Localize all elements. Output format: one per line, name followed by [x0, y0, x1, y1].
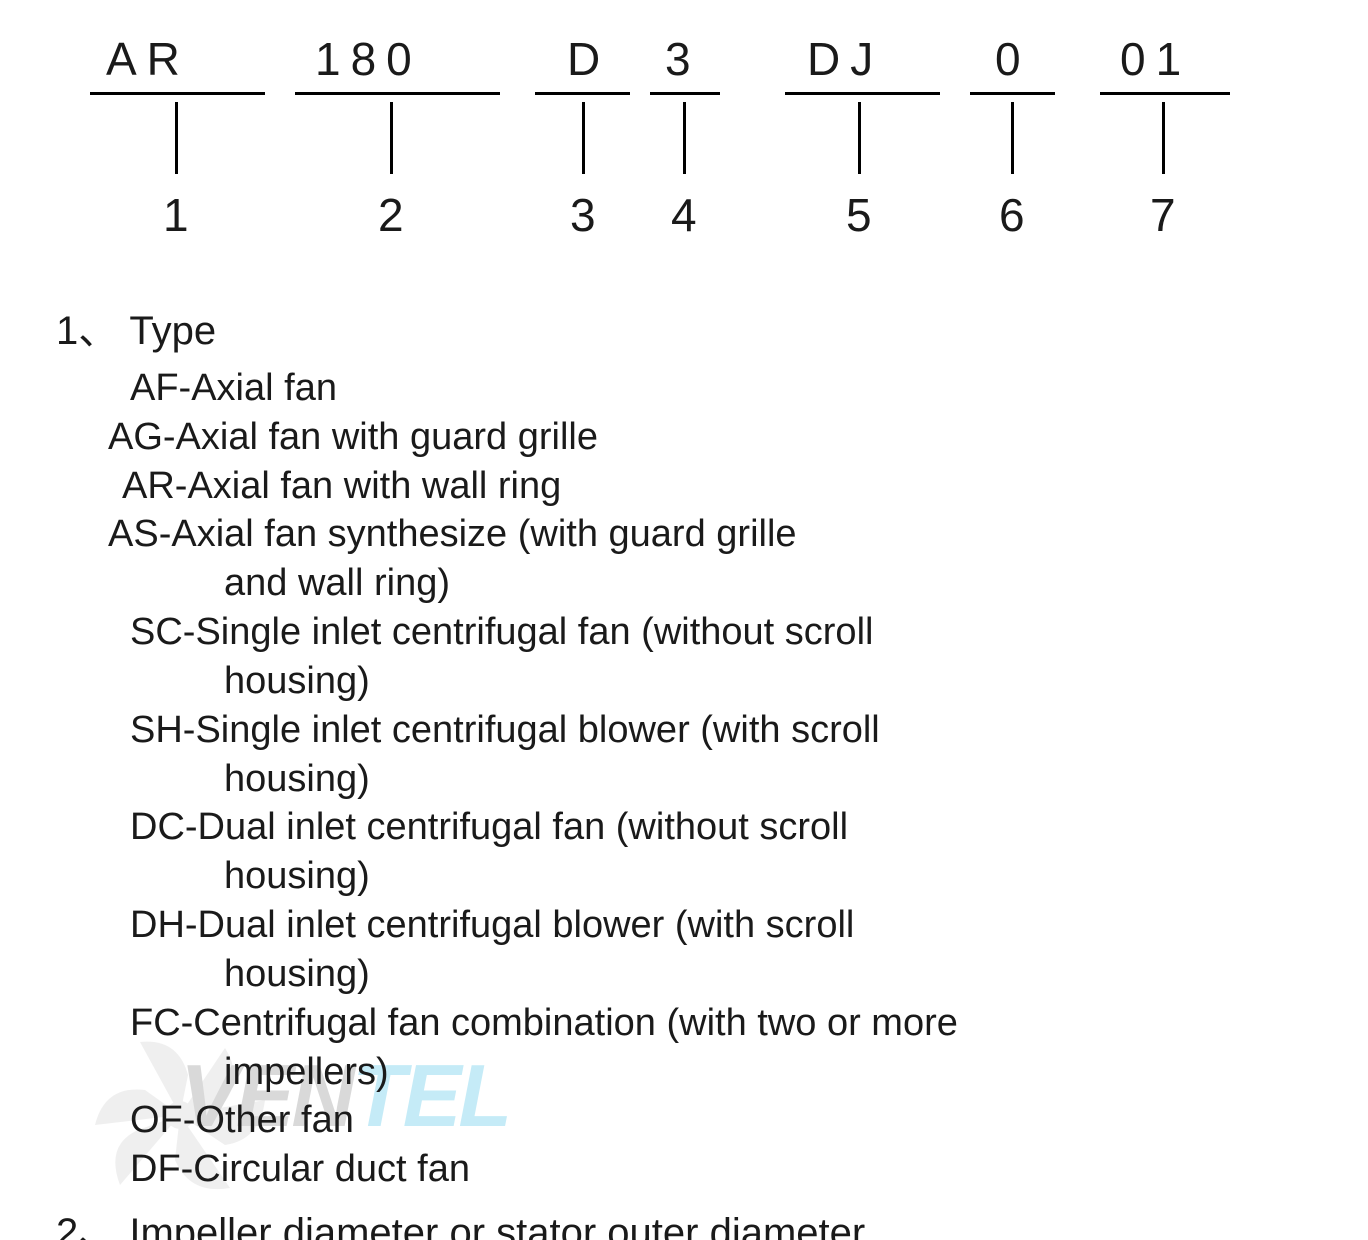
connector-3	[582, 102, 585, 174]
legend-line: DH-Dual inlet centrifugal blower (with s…	[130, 903, 1206, 948]
legend-line: DC-Dual inlet centrifugal fan (without s…	[130, 805, 1206, 850]
legend-line: housing)	[224, 757, 1206, 802]
code-segment-6: 0	[995, 32, 1031, 86]
legend-line: SH-Single inlet centrifugal blower (with…	[130, 708, 1206, 753]
page-canvas: AR11802D334DJ506017 VENTEL 1、 TypeAF-Axi…	[0, 0, 1368, 1240]
legend-line: AR-Axial fan with wall ring	[122, 464, 1206, 509]
legend-line: housing)	[224, 659, 1206, 704]
underline-7	[1100, 92, 1230, 95]
underline-3	[535, 92, 630, 95]
connector-1	[175, 102, 178, 174]
connector-5	[858, 102, 861, 174]
nomenclature-diagram: AR 1 180 2 D 3 3 4 DJ 5 0 6 01 7	[90, 10, 1240, 260]
code-segment-4: 3	[665, 32, 701, 86]
index-3: 3	[570, 188, 596, 242]
index-4: 4	[671, 188, 697, 242]
code-segment-3: D	[567, 32, 610, 86]
section-header-2: 2、 Impeller diameter or stator outer dia…	[56, 1200, 1206, 1240]
connector-4	[683, 102, 686, 174]
underline-5	[785, 92, 940, 95]
underline-2	[295, 92, 500, 95]
connector-6	[1011, 102, 1014, 174]
connector-2	[390, 102, 393, 174]
section-header-1: 1、 Type	[56, 298, 1206, 356]
code-segment-7: 01	[1120, 32, 1191, 86]
legend-line: AS-Axial fan synthesize (with guard gril…	[108, 512, 1206, 557]
legend-line: FC-Centrifugal fan combination (with two…	[130, 1001, 1206, 1046]
underline-4	[650, 92, 720, 95]
underline-6	[970, 92, 1055, 95]
index-7: 7	[1150, 188, 1176, 242]
underline-1	[90, 92, 265, 95]
code-segment-5: DJ	[807, 32, 883, 86]
legend-line: impellers)	[224, 1050, 1206, 1095]
code-segment-2: 180	[315, 32, 422, 86]
index-1: 1	[163, 188, 189, 242]
legend-line: DF-Circular duct fan	[130, 1147, 1206, 1192]
index-6: 6	[999, 188, 1025, 242]
connector-7	[1162, 102, 1165, 174]
legend-line: SC-Single inlet centrifugal fan (without…	[130, 610, 1206, 655]
legend-line: AG-Axial fan with guard grille	[108, 415, 1206, 460]
legend-line: OF-Other fan	[130, 1098, 1206, 1143]
code-segment-1: AR	[106, 32, 190, 86]
legend-line: housing)	[224, 854, 1206, 899]
index-2: 2	[378, 188, 404, 242]
index-5: 5	[846, 188, 872, 242]
legend-body: 1、 Type AF-Axial fanAG-Axial fan with gua…	[56, 290, 1206, 1240]
legend-line: and wall ring)	[224, 561, 1206, 606]
legend-line: AF-Axial fan	[130, 366, 1206, 411]
legend-line: housing)	[224, 952, 1206, 997]
